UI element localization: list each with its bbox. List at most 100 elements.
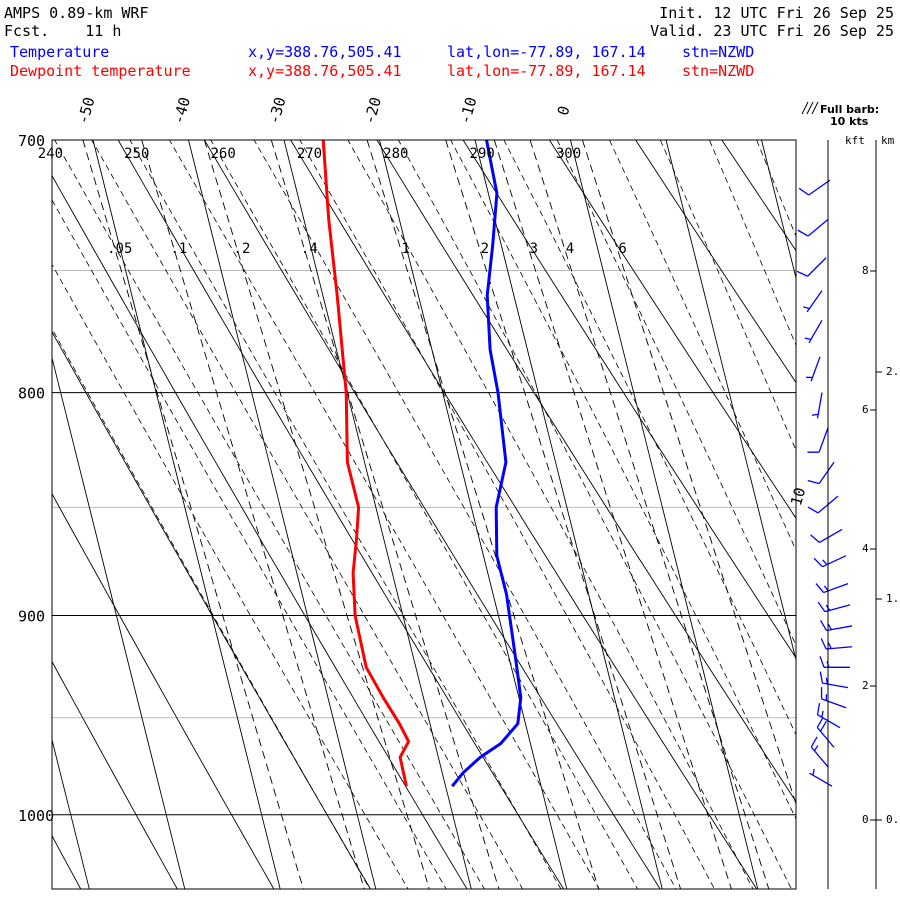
wind-barb-half-flag [811, 413, 819, 416]
pressure-tick-label: 900 [18, 607, 45, 625]
legend-dewpoint-xy: x,y=388.76,505.41 [248, 62, 402, 80]
wind-barb-half-flag [822, 559, 828, 565]
isotherm [379, 140, 568, 889]
plot-frame [51, 139, 797, 890]
dry-adiabat-label: 280 [383, 146, 408, 162]
dry-adiabat-label: 270 [297, 146, 322, 162]
wind-barb [819, 656, 850, 668]
wind-barb-half-flag [825, 677, 828, 685]
km-label: 2. [886, 365, 899, 378]
wind-barb [816, 703, 841, 729]
wind-barb [820, 687, 847, 709]
dry-adiabat-label: 300 [556, 146, 581, 162]
wind-barb-staff [810, 356, 821, 382]
isotherm [92, 140, 281, 889]
wind-barb [811, 392, 823, 419]
wind-barb-half-flag [812, 768, 815, 776]
wind-barb [813, 555, 847, 568]
wind-barb-staff [816, 392, 823, 419]
isotherm-label: 10 [787, 485, 809, 507]
mixing-ratio-line [141, 140, 365, 889]
isotherm [857, 140, 900, 889]
kft-label: 4 [862, 542, 869, 555]
mixing-ratio-line [82, 140, 304, 889]
wind-barb-flag [820, 638, 827, 650]
wind-barb-staff [818, 461, 835, 484]
isotherm [761, 140, 796, 280]
fcst-label: Fcst. [4, 22, 50, 40]
wind-barb [810, 528, 843, 544]
axis-labels: 7008009001000-70-60-50-40-30-20-10010220… [0, 95, 809, 825]
dry-adiabat-label: 290 [470, 146, 495, 162]
moist-adiabat [397, 140, 792, 889]
wind-barb [807, 495, 839, 514]
wind-barb-flag [813, 557, 823, 568]
moist-adiabat [756, 140, 796, 238]
wind-barb [804, 319, 823, 344]
dry-adiabat [549, 140, 796, 520]
model-title: AMPS 0.89-km WRF [4, 4, 149, 22]
km-label: 1. [886, 592, 899, 605]
wind-barb-flag [815, 583, 825, 593]
pressure-tick-label: 800 [18, 385, 45, 403]
wind-barb [798, 179, 831, 196]
legend-temperature-xy: x,y=388.76,505.41 [248, 43, 402, 61]
isotherm [283, 140, 472, 889]
mixing-ratio-line [366, 140, 600, 889]
valid-time: Valid. 23 UTC Fri 26 Sep 25 [650, 22, 894, 40]
dry-adiabat [376, 140, 796, 803]
wind-barb-flag [816, 717, 824, 728]
barb-legend-title: Full barb: [820, 103, 880, 116]
wind-barb [806, 356, 821, 382]
moist-adiabat [556, 140, 796, 647]
moist-adiabat [791, 113, 900, 900]
kft-label: 6 [862, 403, 869, 416]
grid-lines [52, 113, 900, 900]
wind-barb-flag [807, 479, 820, 485]
kft-label: 8 [862, 264, 869, 277]
wind-barb-flag [819, 671, 824, 684]
isotherm-label: -50 [74, 95, 99, 126]
isotherm [665, 140, 796, 662]
full-barb-icon [801, 101, 819, 115]
dry-adiabat [52, 492, 275, 889]
moist-adiabat [836, 113, 900, 900]
wind-barb [797, 218, 829, 237]
dry-adiabat-label: 250 [124, 146, 149, 162]
wind-barb-staff [818, 427, 829, 453]
dry-adiabat [462, 140, 796, 659]
dry-adiabat [808, 140, 900, 889]
moist-adiabat [52, 199, 447, 889]
moist-adiabat [253, 140, 677, 889]
isotherm-label: -30 [265, 95, 290, 126]
legend-temperature-stn: stn=NZWD [682, 43, 755, 61]
moist-adiabat [169, 140, 600, 889]
wind-barb-staff [808, 179, 831, 196]
wind-barb [819, 619, 853, 632]
init-time: Init. 12 UTC Fri 26 Sep 25 [659, 4, 894, 22]
mixing-ratio-line [581, 140, 796, 806]
kft-label: 2 [862, 679, 869, 692]
moist-adiabat [299, 140, 715, 889]
wind-barb-flag [797, 229, 809, 237]
dry-adiabat [52, 331, 371, 889]
wind-barb-staff [816, 727, 835, 748]
wind-barb-half-flag [827, 623, 832, 630]
isotherm [570, 140, 759, 889]
wind-barb [810, 736, 829, 768]
wind-barb [809, 768, 833, 787]
wind-barb-half-flag [813, 745, 819, 752]
mixing-ratio-line [493, 140, 732, 889]
wind-barb-half-flag [821, 710, 824, 718]
dry-adiabat [721, 140, 796, 252]
forecast-label: Fcst. 11 h [4, 22, 121, 40]
dry-adiabat-label: 260 [210, 146, 235, 162]
dry-adiabat [52, 174, 468, 889]
dewpoint-line [321, 140, 411, 787]
wind-barb-flag [810, 534, 820, 543]
mixing-ratio-label: .4 [301, 241, 318, 257]
dry-adiabat [290, 140, 758, 889]
pressure-tick-label: 1000 [18, 807, 54, 825]
moist-adiabat [52, 327, 371, 889]
temperature-line [451, 140, 523, 788]
